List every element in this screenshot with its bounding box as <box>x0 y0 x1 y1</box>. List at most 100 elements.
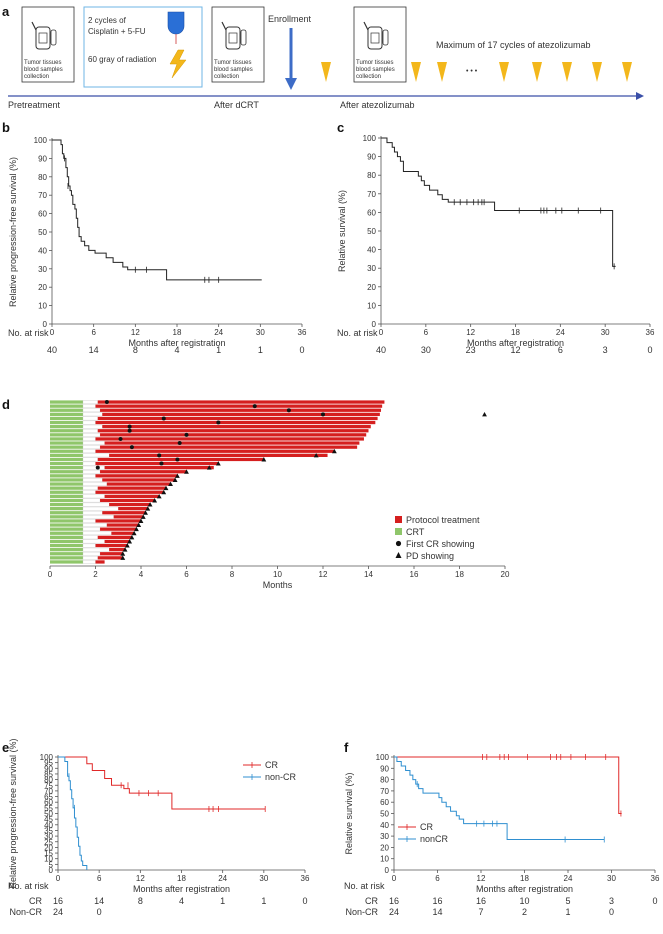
box-2-line-3: collection <box>214 74 239 80</box>
protocol-bar <box>106 523 139 527</box>
patient-row <box>50 477 178 482</box>
x-tick-label: 8 <box>230 570 235 579</box>
y-tick-label: 10 <box>367 301 376 310</box>
patient-row <box>50 534 135 540</box>
protocol-bar <box>102 511 146 515</box>
x-tick-label: 24 <box>564 874 573 883</box>
patient-row <box>50 424 371 429</box>
crt-bar <box>50 453 83 457</box>
crt-bar <box>50 543 83 548</box>
first-cr-marker <box>184 432 189 437</box>
y-tick-label: 55 <box>44 804 53 813</box>
protocol-bar <box>97 486 167 490</box>
patient-row <box>50 457 267 462</box>
risk-count: 4 <box>174 345 179 355</box>
patient-row <box>50 448 337 454</box>
x-tick-label: 18 <box>511 328 520 337</box>
y-tick-label: 70 <box>367 190 376 199</box>
patient-row <box>50 539 133 544</box>
patient-row <box>50 498 158 503</box>
protocol-bar <box>100 408 382 412</box>
pd-marker <box>138 518 144 523</box>
y-tick-label: 70 <box>44 787 53 796</box>
risk-row-label: Non-CR <box>345 907 378 917</box>
risk-count: 10 <box>519 896 529 906</box>
y-axis-label: Relative survival (%) <box>337 190 347 272</box>
km-curve-all <box>381 137 616 267</box>
enrollment-label: Enrollment <box>268 14 312 24</box>
y-tick-label: 60 <box>367 208 376 217</box>
timeline-label-after-dcrt: After dCRT <box>214 100 259 110</box>
x-tick-label: 12 <box>466 328 475 337</box>
first-cr-marker <box>175 457 180 462</box>
protocol-bar <box>95 543 128 548</box>
x-tick-label: 16 <box>410 570 419 579</box>
interval-bar <box>82 519 96 523</box>
crt-bar <box>50 400 83 404</box>
enrollment-arrow <box>285 28 297 90</box>
pd-marker <box>124 543 130 548</box>
pd-marker <box>127 539 133 544</box>
interval-bar <box>82 469 101 474</box>
crt-bar <box>50 519 83 523</box>
first-cr-marker <box>104 400 109 405</box>
x-tick-label: 30 <box>607 874 616 883</box>
y-tick-label: 0 <box>49 866 54 875</box>
pd-marker <box>152 498 158 503</box>
legend-label: CR <box>265 760 278 770</box>
risk-count: 8 <box>138 896 143 906</box>
protocol-bar <box>104 441 360 445</box>
protocol-bar <box>95 474 178 478</box>
patient-row <box>50 441 360 446</box>
x-tick-label: 12 <box>319 570 328 579</box>
y-tick-label: 65 <box>44 793 53 802</box>
interval-bar <box>82 506 119 511</box>
y-tick-label: 50 <box>44 810 53 819</box>
first-cr-marker <box>216 420 221 425</box>
risk-count: 24 <box>53 907 63 917</box>
x-tick-label: 0 <box>379 328 384 337</box>
crt-bar <box>50 441 83 445</box>
legend-item: PD showing <box>395 551 454 561</box>
pd-marker <box>120 551 126 556</box>
protocol-bar <box>100 498 155 503</box>
dose-marker <box>622 62 632 82</box>
panel-letter: c <box>337 120 344 135</box>
patient-row <box>50 411 487 417</box>
interval-bar <box>82 502 110 507</box>
x-tick-label: 24 <box>218 874 227 883</box>
first-cr-marker <box>177 441 182 446</box>
crt-bar <box>50 433 83 437</box>
y-tick-label: 80 <box>380 776 389 785</box>
box-3-line-1: Tumor tissues <box>356 60 393 66</box>
y-tick-label: 25 <box>44 838 53 847</box>
risk-row-label: CR <box>29 896 42 906</box>
crt-bar <box>50 556 83 560</box>
pd-marker <box>175 473 180 478</box>
y-axis-label: Relative survival (%) <box>344 772 354 854</box>
pd-marker <box>156 493 162 499</box>
legend-label: nonCR <box>420 834 449 844</box>
protocol-bar <box>95 461 219 466</box>
risk-count: 12 <box>510 345 520 355</box>
interval-bar <box>82 441 105 445</box>
protocol-bar <box>109 548 126 552</box>
interval-bar <box>82 433 101 437</box>
risk-count: 4 <box>179 896 184 906</box>
x-tick-label: 12 <box>136 874 145 883</box>
risk-table-title: No. at risk <box>8 328 49 338</box>
y-tick-label: 90 <box>380 764 389 773</box>
y-tick-label: 15 <box>44 849 53 858</box>
legend-item: First CR showing <box>395 539 475 549</box>
y-tick-label: 60 <box>44 798 53 807</box>
dose-marker <box>562 62 572 82</box>
crt-bar <box>50 507 83 511</box>
protocol-bar <box>97 556 123 560</box>
interval-bar <box>82 482 108 486</box>
x-tick-label: 36 <box>646 328 655 337</box>
first-cr-marker <box>157 453 162 458</box>
y-tick-label: 100 <box>34 136 48 145</box>
crt-bar <box>50 494 83 498</box>
y-tick-label: 90 <box>367 153 376 162</box>
